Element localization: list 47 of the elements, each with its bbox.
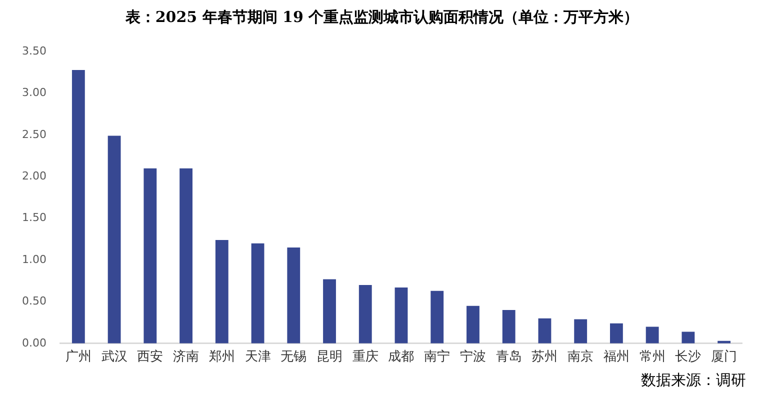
y-tick-label: 2.00	[22, 170, 46, 183]
bar	[394, 288, 408, 344]
y-tick-label: 0.00	[22, 336, 46, 350]
x-tick-label: 天津	[244, 350, 271, 365]
x-tick-label: 广州	[65, 350, 92, 365]
chart-title: 表：2025 年春节期间 19 个重点监测城市认购面积情况（单位：万平方米）	[124, 8, 640, 27]
bar	[502, 310, 516, 344]
y-tick-label: 1.00	[22, 252, 46, 266]
x-tick-label: 福州	[603, 350, 630, 365]
bar	[251, 243, 264, 344]
x-tick-label: 宁波	[460, 348, 486, 365]
x-tick-label: 无锡	[280, 350, 307, 365]
bar	[358, 285, 372, 344]
source-note: 数据来源：调研	[640, 371, 746, 390]
x-tick-label: 南宁	[424, 348, 450, 365]
x-tick-label: 济南	[173, 350, 200, 365]
bar	[108, 136, 121, 344]
y-tick-label: 3.00	[22, 86, 46, 100]
bar	[323, 279, 336, 344]
x-tick-label: 长沙	[675, 350, 702, 365]
x-tick-label: 南京	[568, 350, 594, 365]
y-tick-label: 3.50	[22, 44, 46, 58]
bar	[538, 318, 552, 344]
x-tick-label: 常州	[639, 350, 666, 365]
bar	[430, 290, 444, 344]
bar	[646, 326, 659, 344]
x-tick-label: 西安	[137, 348, 164, 365]
bar	[72, 70, 85, 344]
bar	[144, 168, 157, 344]
bar	[682, 332, 695, 344]
bar	[180, 168, 192, 344]
x-tick-label: 苏州	[532, 350, 558, 365]
x-tick-label: 郑州	[208, 350, 235, 365]
x-tick-label: 厦门	[711, 348, 738, 365]
bar	[466, 306, 480, 344]
bar	[610, 323, 623, 344]
x-tick-label: 青岛	[496, 350, 522, 365]
x-tick-label: 重庆	[352, 350, 378, 365]
x-tick-label: 成都	[388, 350, 414, 365]
bar	[287, 248, 300, 344]
x-tick-label: 昆明	[316, 350, 343, 365]
x-tick-label: 武汉	[101, 350, 128, 365]
y-tick-label: 2.50	[22, 128, 46, 141]
bar	[215, 240, 228, 344]
y-tick-label: 1.50	[22, 211, 46, 224]
bar	[574, 319, 588, 344]
y-tick-label: 0.50	[22, 294, 46, 308]
